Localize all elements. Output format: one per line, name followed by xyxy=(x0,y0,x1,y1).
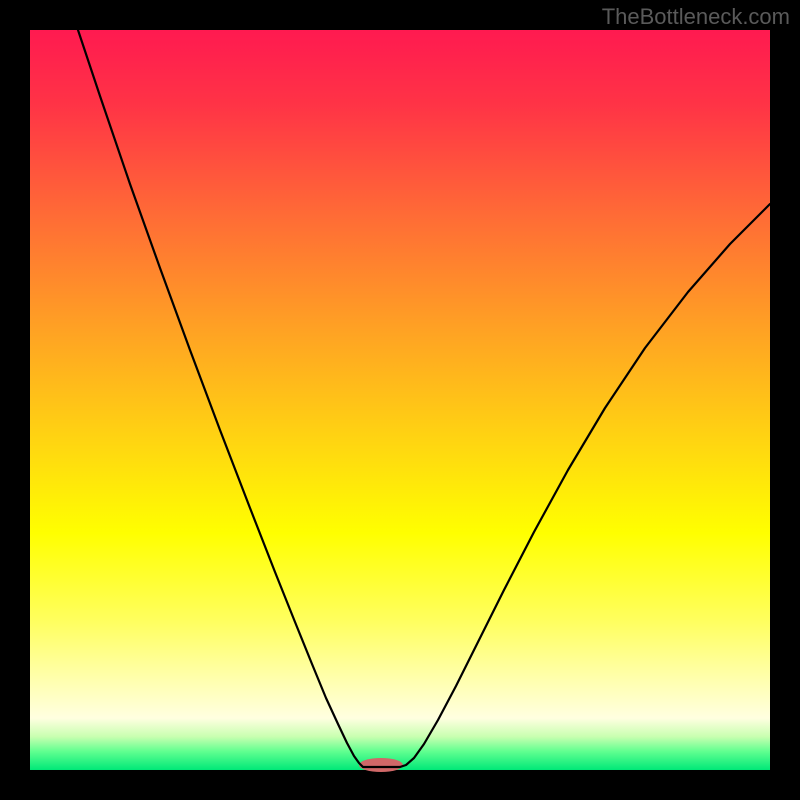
chart-container: { "watermark": { "text": "TheBottleneck.… xyxy=(0,0,800,800)
watermark-text: TheBottleneck.com xyxy=(602,4,790,30)
bottleneck-marker xyxy=(359,758,403,772)
chart-background-gradient xyxy=(30,30,770,770)
bottleneck-chart xyxy=(0,0,800,800)
